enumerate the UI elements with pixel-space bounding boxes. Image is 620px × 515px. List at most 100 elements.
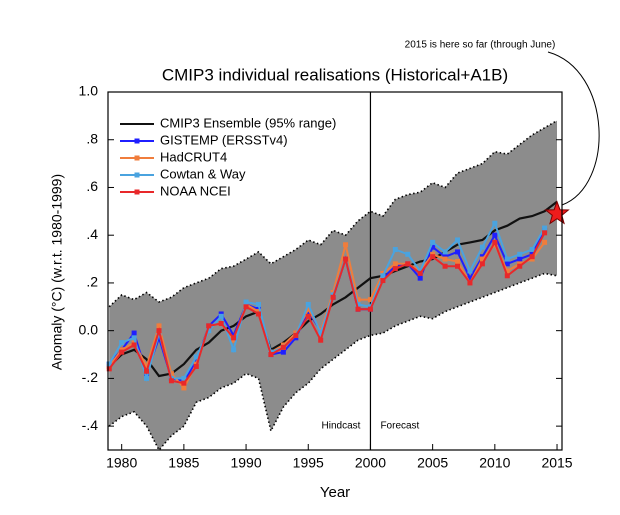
y-tick-label: 0.0	[79, 321, 99, 337]
star-annotation: 2015 is here so far (through June)	[405, 40, 556, 51]
x-tick-label: 2015	[541, 455, 572, 471]
series-marker	[305, 313, 311, 319]
series-marker	[417, 270, 423, 276]
series-marker	[479, 244, 485, 250]
series-marker	[156, 328, 162, 334]
legend-marker	[134, 155, 140, 161]
series-marker	[392, 247, 398, 253]
series-marker	[455, 237, 461, 243]
series-marker	[455, 249, 461, 255]
series-marker	[542, 225, 548, 231]
series-marker	[268, 352, 274, 358]
range-band	[109, 120, 557, 450]
y-axis-label: Anomaly (°C) (w.r.t. 1980-1999)	[49, 174, 65, 370]
x-tick-label: 1985	[168, 455, 199, 471]
series-marker	[119, 349, 125, 355]
legend-marker	[134, 189, 140, 195]
series-marker	[144, 363, 150, 369]
x-tick-label: 2000	[355, 455, 386, 471]
series-line	[108, 200, 558, 378]
series-marker	[380, 278, 386, 284]
series-marker	[529, 254, 535, 260]
x-tick-label: 1995	[293, 455, 324, 471]
series-marker	[355, 301, 361, 307]
series-marker	[218, 321, 224, 327]
series-marker	[231, 347, 237, 353]
series-marker	[355, 306, 361, 312]
series-marker	[442, 249, 448, 255]
y-tick-label: -.4	[82, 417, 99, 433]
series-marker	[193, 354, 199, 360]
legend-label: HadCRUT4	[160, 149, 227, 164]
series-marker	[467, 280, 473, 286]
series-marker	[343, 242, 349, 248]
series-marker	[243, 304, 249, 310]
chart-title: CMIP3 individual realisations (Historica…	[162, 65, 508, 84]
forecast-label: Forecast	[380, 421, 419, 432]
series-marker	[280, 344, 286, 350]
series-marker	[156, 323, 162, 329]
annotation-curve	[547, 51, 600, 206]
series-marker	[355, 297, 361, 303]
series-marker	[517, 256, 523, 262]
series-marker	[131, 342, 137, 348]
series-marker	[492, 220, 498, 226]
legend-marker	[134, 172, 140, 178]
series-marker	[455, 258, 461, 264]
y-tick-label: .2	[86, 274, 98, 290]
series-marker	[181, 375, 187, 381]
series-marker	[517, 263, 523, 269]
series-marker	[380, 273, 386, 279]
y-tick-label: 1.0	[79, 83, 99, 99]
series-marker	[106, 366, 112, 372]
series-marker	[504, 261, 510, 267]
series-marker	[343, 256, 349, 262]
series-marker	[243, 299, 249, 305]
series-marker	[504, 268, 510, 274]
x-tick-label: 1980	[106, 455, 137, 471]
series-marker	[293, 332, 299, 338]
series-marker	[492, 239, 498, 245]
series-marker	[193, 363, 199, 369]
series-marker	[206, 328, 212, 334]
series-marker	[144, 375, 150, 381]
y-tick-label: -.2	[82, 369, 99, 385]
legend-label: GISTEMP (ERSSTv4)	[160, 132, 288, 147]
y-tick-label: .8	[86, 130, 98, 146]
y-tick-label: .6	[86, 178, 98, 194]
series-marker	[305, 301, 311, 307]
series-marker	[479, 256, 485, 262]
x-axis-label: Year	[320, 484, 350, 501]
series-marker	[455, 263, 461, 269]
hindcast-label: Hindcast	[322, 421, 361, 432]
series-marker	[430, 244, 436, 250]
series-marker	[181, 380, 187, 386]
series-marker	[430, 239, 436, 245]
series-marker	[218, 313, 224, 319]
x-tick-label: 1990	[230, 455, 261, 471]
series-marker	[492, 232, 498, 238]
series-marker	[181, 385, 187, 391]
series-marker	[168, 378, 174, 384]
series-marker	[131, 330, 137, 336]
series-marker	[256, 301, 262, 307]
series-marker	[305, 306, 311, 312]
series-marker	[542, 230, 548, 236]
series-marker	[542, 239, 548, 245]
series-marker	[318, 330, 324, 336]
series-marker	[392, 266, 398, 272]
legend-marker	[134, 138, 140, 144]
legend-label: NOAA NCEI	[160, 183, 231, 198]
series-marker	[392, 261, 398, 267]
series-marker	[467, 268, 473, 274]
series-marker	[405, 261, 411, 267]
series-marker	[156, 335, 162, 341]
series-marker	[467, 275, 473, 281]
y-tick-label: .4	[86, 226, 98, 242]
plot-frame	[107, 91, 563, 451]
x-tick-label: 2005	[417, 455, 448, 471]
series-marker	[417, 275, 423, 281]
legend-label: Cowtan & Way	[160, 166, 246, 181]
